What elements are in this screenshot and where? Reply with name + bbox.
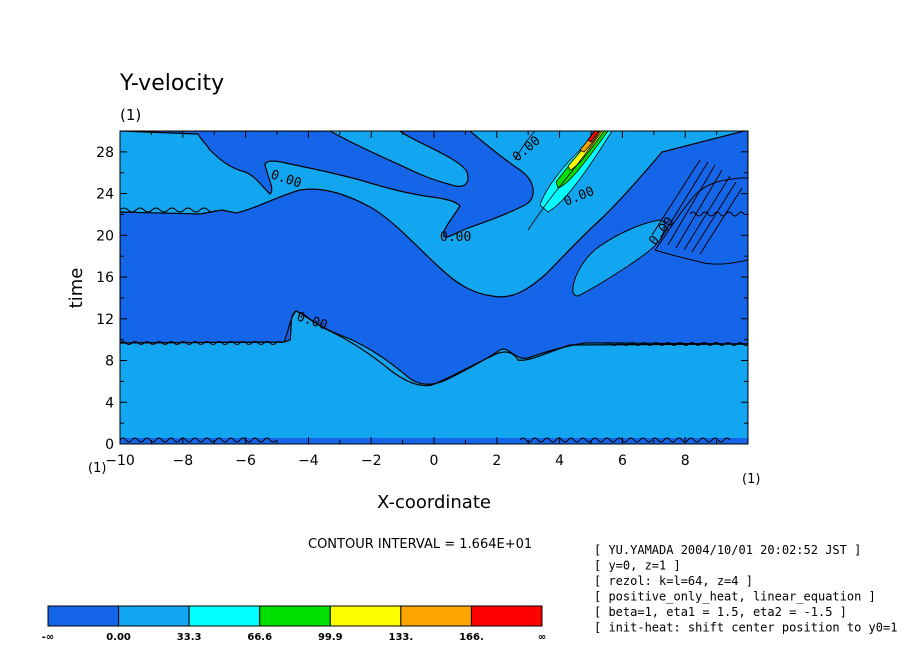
lower-contour bbox=[120, 310, 748, 387]
negative-region-upper-left bbox=[120, 131, 534, 238]
plot-area: 0.00 0.00 0.00 0.00 0.00 0.00 bbox=[120, 131, 748, 444]
positive-right-lobe bbox=[572, 219, 666, 297]
y-unit-label: (1) bbox=[88, 461, 106, 476]
high-value-plume bbox=[514, 131, 613, 231]
y-tick-label: 28 bbox=[96, 145, 114, 161]
y-tick-label: 16 bbox=[96, 270, 114, 286]
x-axis-label: X-coordinate bbox=[377, 492, 491, 513]
colorbar-swatch bbox=[47, 605, 120, 627]
colorbar-label: 99.9 bbox=[318, 632, 343, 643]
colorbar-swatch bbox=[259, 605, 331, 627]
x-tick-label: −4 bbox=[298, 453, 319, 469]
colorbar-label: 0.00 bbox=[106, 632, 131, 643]
info-line: [ y=0, z=1 ] bbox=[594, 559, 681, 573]
y-tick-label: 24 bbox=[96, 187, 114, 203]
colorbar-label: 166. bbox=[459, 632, 484, 643]
ragged-contours bbox=[120, 159, 748, 443]
colorbar: -∞ 0.00 33.3 66.6 99.9 133. 166. ∞ bbox=[42, 605, 546, 643]
colorbar-label: ∞ bbox=[538, 632, 546, 643]
y-axis-label: time bbox=[66, 268, 87, 309]
negative-region-main bbox=[120, 131, 748, 385]
colorbar-swatch bbox=[400, 605, 472, 627]
info-line: [ rezol: k=l=64, z=4 ] bbox=[594, 574, 753, 588]
info-line: [ positive_only_heat, linear_equation ] bbox=[594, 590, 876, 604]
colorbar-swatch bbox=[329, 605, 402, 627]
chart-subtitle: (1) bbox=[120, 106, 141, 124]
x-tick-label: 0 bbox=[430, 453, 439, 469]
y-tick-label: 20 bbox=[96, 228, 114, 244]
x-tick-label: 8 bbox=[681, 453, 690, 469]
x-tick-label: 6 bbox=[618, 453, 627, 469]
contour-label: 0.00 bbox=[440, 230, 471, 245]
x-unit-label: (1) bbox=[742, 472, 760, 487]
x-tick-label: 4 bbox=[555, 453, 564, 469]
info-block: [ YU.YAMADA 2004/10/01 20:02:52 JST ] [ y… bbox=[594, 543, 904, 635]
colorbar-label: -∞ bbox=[42, 632, 54, 643]
y-axis: 0 4 8 12 16 20 24 28 bbox=[96, 130, 748, 453]
y-tick-label: 8 bbox=[105, 354, 114, 370]
x-axis: −10 −8 −6 −4 −2 0 2 4 6 8 bbox=[105, 131, 718, 469]
x-tick-label: −2 bbox=[361, 453, 382, 469]
info-line: [ YU.YAMADA 2004/10/01 20:02:52 JST ] bbox=[594, 543, 861, 557]
contour-interval: CONTOUR INTERVAL = 1.664E+01 bbox=[308, 537, 532, 552]
colorbar-label: 66.6 bbox=[247, 632, 272, 643]
colorbar-swatch bbox=[470, 605, 543, 627]
colorbar-swatch bbox=[188, 605, 261, 627]
colorbar-label: 33.3 bbox=[177, 632, 202, 643]
x-tick-label: −10 bbox=[105, 453, 135, 469]
x-tick-label: −6 bbox=[235, 453, 256, 469]
info-line: [ beta=1, eta1 = 1.5, eta2 = -1.5 ] bbox=[594, 605, 847, 619]
x-tick-label: −8 bbox=[172, 453, 193, 469]
colorbar-label: 133. bbox=[389, 632, 414, 643]
colorbar-swatch bbox=[118, 605, 190, 627]
info-line: [ init-heat: shift center position to y0… bbox=[594, 621, 904, 635]
y-tick-label: 12 bbox=[96, 312, 114, 328]
y-tick-label: 4 bbox=[105, 395, 114, 411]
y-tick-label: 0 bbox=[105, 437, 114, 453]
x-tick-label: 2 bbox=[492, 453, 501, 469]
chart-title: Y-velocity bbox=[119, 71, 224, 96]
